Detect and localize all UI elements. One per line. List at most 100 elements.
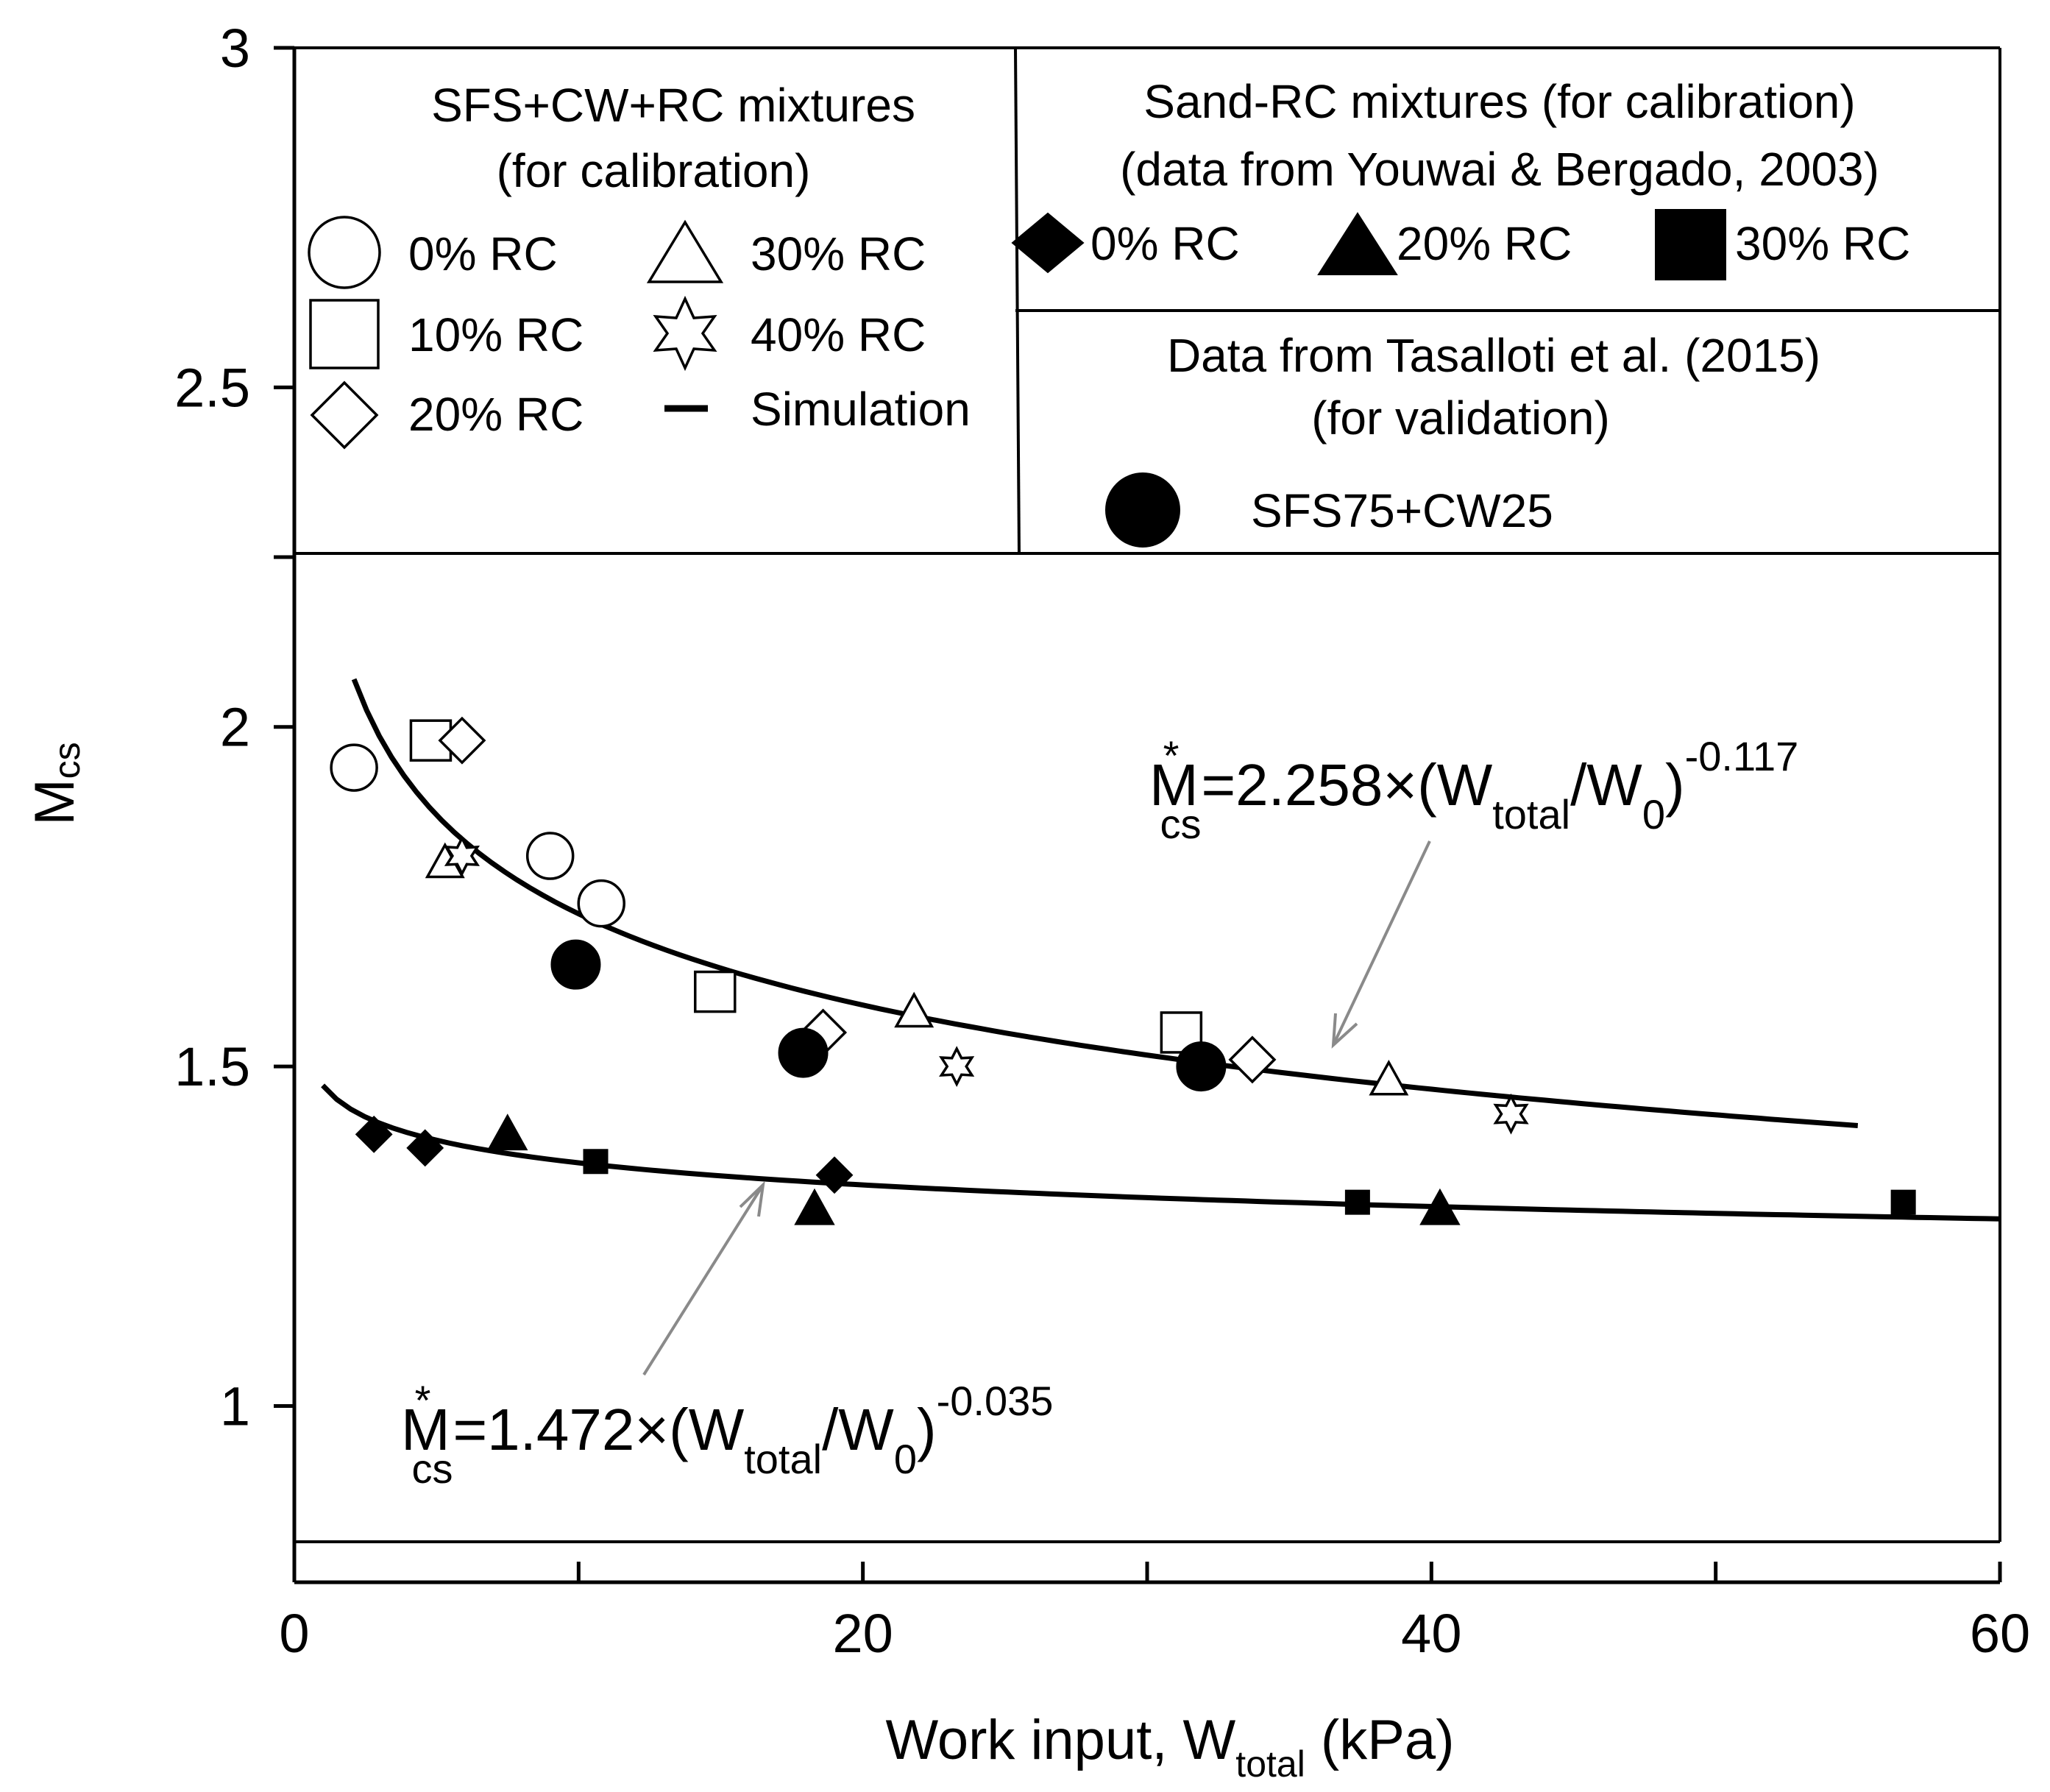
legend-sand-20rc: 20% RC bbox=[1397, 217, 1572, 270]
legend-sfs-20rc: 20% RC bbox=[408, 388, 584, 441]
point-circle-filled-8-2 bbox=[1176, 1041, 1227, 1092]
legend-tasalloti: Data from Tasalloti et al. (2015) (for v… bbox=[1105, 329, 1820, 548]
point-star-open-4-0 bbox=[444, 835, 480, 876]
lower-eq-sub2: total bbox=[744, 1436, 822, 1482]
legend-marker-diamond-open bbox=[310, 380, 379, 450]
legend-sfs-title-2: (for calibration) bbox=[497, 144, 811, 197]
legend-marker-circle-filled bbox=[1105, 472, 1180, 548]
point-triangle-open-3-2 bbox=[1369, 1059, 1409, 1096]
upper-eq-star: * bbox=[1163, 732, 1180, 779]
lower-eq-sub: cs bbox=[411, 1445, 453, 1492]
point-square-open-1-1 bbox=[694, 970, 737, 1013]
point-circle-open-0-2 bbox=[577, 879, 625, 928]
legend-sfs-simulation: Simulation bbox=[751, 383, 971, 436]
x-tick-label-2: 20 bbox=[833, 1603, 893, 1664]
legend-marker-star-open bbox=[653, 295, 717, 372]
x-axis-title-main: Work input, W bbox=[885, 1709, 1235, 1771]
upper-eq-prefix: M bbox=[1149, 752, 1199, 818]
legend-marker-circle-open bbox=[308, 216, 381, 289]
lower-eq-sub3: 0 bbox=[894, 1436, 917, 1482]
lower-eq-mid: =1.472×(W bbox=[453, 1397, 744, 1462]
y-ticks: 1 1.5 2 2.5 3 bbox=[174, 18, 294, 1437]
upper-eq-mid2: /W bbox=[1570, 752, 1642, 818]
y-axis-title-sub: cs bbox=[46, 742, 88, 779]
lower-equation-arrow-shaft bbox=[642, 1183, 765, 1376]
legend-sfs-10rc: 10% RC bbox=[408, 308, 584, 361]
lower-eq-exp: -0.035 bbox=[937, 1378, 1054, 1424]
point-square-filled-7-0 bbox=[583, 1149, 609, 1175]
legend-sfs-0rc: 0% RC bbox=[408, 227, 558, 280]
point-triangle-filled-6-2 bbox=[1419, 1188, 1461, 1225]
lower-equation: M* cs=1.472×(Wtotal/W0)-0.035 bbox=[401, 1377, 1053, 1492]
x-tick-label-6: 60 bbox=[1970, 1603, 2030, 1664]
point-square-filled-7-2 bbox=[1890, 1189, 1916, 1215]
point-star-open-4-2 bbox=[1493, 1093, 1529, 1135]
upper-eq-close: ) bbox=[1665, 752, 1685, 818]
point-diamond-open-2-2 bbox=[1228, 1035, 1277, 1084]
point-circle-open-0-1 bbox=[525, 832, 575, 880]
point-triangle-filled-6-0 bbox=[487, 1113, 528, 1151]
legend-sand-title-2: (data from Youwai & Bergado, 2003) bbox=[1120, 143, 1879, 196]
legend-sand-30rc: 30% RC bbox=[1735, 217, 1910, 270]
upper-equation: M* cs=2.258×(Wtotal/W0)-0.117 bbox=[1149, 732, 1798, 847]
point-diamond-filled-5-2 bbox=[815, 1156, 854, 1194]
upper-eq-sub3: 0 bbox=[1642, 791, 1665, 837]
upper-eq-exp: -0.117 bbox=[1685, 733, 1799, 779]
y-tick-label-4: 3 bbox=[220, 18, 250, 79]
lower-eq-close: ) bbox=[917, 1397, 937, 1462]
y-axis-title-main: M bbox=[24, 779, 86, 825]
point-triangle-open-3-1 bbox=[894, 991, 934, 1028]
y-tick-label-2: 2 bbox=[220, 697, 250, 758]
legend-tas-title-1: Data from Tasalloti et al. (2015) bbox=[1167, 329, 1820, 382]
point-circle-filled-8-0 bbox=[550, 939, 601, 990]
y-tick-label-3: 2.5 bbox=[174, 357, 250, 418]
legend-sand-0rc: 0% RC bbox=[1090, 217, 1240, 270]
y-tick-label-0: 1 bbox=[220, 1375, 250, 1437]
legend-marker-triangle-filled bbox=[1317, 212, 1398, 275]
upper-equation-arrow-head bbox=[1331, 1013, 1358, 1049]
legend-tas-sfs75: SFS75+CW25 bbox=[1251, 484, 1553, 537]
x-tick-label-0: 0 bbox=[279, 1603, 309, 1664]
legend-marker-square-open bbox=[309, 299, 380, 369]
point-triangle-filled-6-1 bbox=[794, 1188, 835, 1225]
data-markers bbox=[330, 716, 1916, 1225]
legend-sfs-30rc: 30% RC bbox=[751, 227, 926, 280]
legend-sand: Sand-RC mixtures (for calibration) (data… bbox=[1011, 75, 1910, 280]
lower-eq-star: * bbox=[415, 1377, 431, 1423]
point-diamond-filled-5-1 bbox=[406, 1129, 444, 1167]
upper-eq-mid: =2.258×(W bbox=[1201, 752, 1492, 818]
legend-sand-title-1: Sand-RC mixtures (for calibration) bbox=[1143, 75, 1855, 128]
lower-equation-arrow-head bbox=[739, 1180, 765, 1217]
y-tick-label-1: 1.5 bbox=[174, 1036, 250, 1097]
upper-eq-sub2: total bbox=[1492, 791, 1570, 837]
legend-marker-triangle-open bbox=[646, 219, 724, 283]
point-star-open-4-1 bbox=[939, 1046, 975, 1087]
legend-tas-title-2: (for validation) bbox=[1311, 392, 1610, 445]
x-axis-title-sub: total bbox=[1235, 1743, 1305, 1785]
upper-eq-sub: cs bbox=[1160, 801, 1201, 847]
point-circle-open-0-0 bbox=[330, 743, 378, 792]
legend-marker-square-filled bbox=[1655, 209, 1726, 280]
x-axis-title: Work input, Wtotal (kPa) bbox=[885, 1709, 1454, 1785]
upper-equation-arrow-shaft bbox=[1332, 840, 1431, 1046]
legend-sfs-40rc: 40% RC bbox=[751, 308, 926, 361]
lower-eq-mid2: /W bbox=[822, 1397, 894, 1462]
point-circle-filled-8-1 bbox=[778, 1027, 829, 1078]
point-diamond-filled-5-0 bbox=[355, 1115, 393, 1153]
plot-frame bbox=[294, 46, 2001, 1543]
x-ticks: 0 20 40 60 bbox=[279, 1562, 2030, 1664]
point-diamond-open-2-0 bbox=[438, 716, 486, 765]
y-axis-title: Mcs bbox=[24, 742, 88, 825]
x-axis-title-unit: (kPa) bbox=[1305, 1709, 1455, 1771]
legend-divider-vertical bbox=[1014, 47, 1021, 554]
lower-eq-prefix: M bbox=[401, 1397, 450, 1462]
legend-sfs-title-1: SFS+CW+RC mixtures bbox=[431, 79, 915, 132]
annotation-arrows bbox=[642, 840, 1431, 1376]
legend-sfs: SFS+CW+RC mixtures (for calibration) 0% … bbox=[308, 79, 971, 450]
point-square-filled-7-1 bbox=[1344, 1189, 1370, 1215]
legend-marker-diamond-filled bbox=[1011, 212, 1085, 274]
x-tick-label-4: 40 bbox=[1401, 1603, 1461, 1664]
